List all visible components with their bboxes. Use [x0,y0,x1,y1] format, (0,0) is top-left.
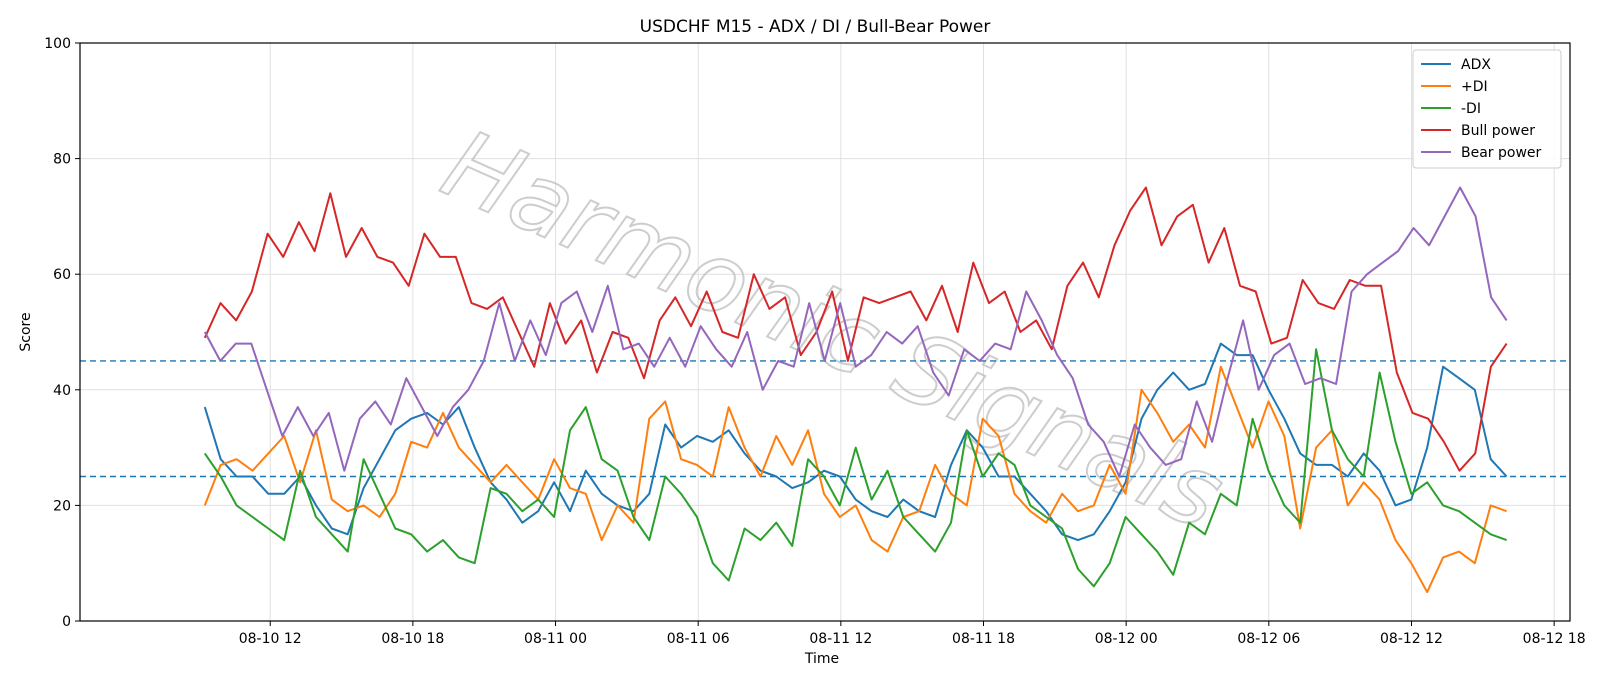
chart-title: USDCHF M15 - ADX / DI / Bull-Bear Power [640,17,991,37]
y-tick-label: 100 [44,36,71,52]
y-tick-label: 60 [53,267,71,283]
x-tick-label: 08-11 06 [667,631,730,647]
series-lines [203,186,1508,594]
x-tick-label: 08-12 12 [1380,631,1443,647]
series-line-bull-power [203,186,1508,472]
legend-label: Bear power [1461,145,1542,161]
legend-label: ADX [1461,57,1491,73]
series-line-di [203,365,1507,594]
series-line-adx [203,342,1508,542]
y-axis-label: Score [18,312,34,351]
y-tick-label: 80 [53,152,71,168]
plot-frame [79,42,1571,622]
x-tick-label: 08-10 12 [239,631,302,647]
y-axis-ticks: 0 20 40 60 80 100 [44,36,80,630]
x-tick-label: 08-12 00 [1095,631,1158,647]
y-tick-label: 0 [62,614,71,630]
x-tick-label: 08-12 06 [1237,631,1300,647]
y-tick-label: 20 [53,498,71,514]
x-tick-label: 08-12 18 [1523,631,1586,647]
x-tick-label: 08-10 18 [381,631,444,647]
x-tick-label: 08-11 18 [952,631,1015,647]
legend-label: +DI [1461,79,1488,95]
x-tick-label: 08-11 00 [524,631,587,647]
x-axis-ticks: 08-10 12 08-10 18 08-11 00 08-11 06 08-11 12… [239,621,1586,647]
x-axis-label: Time [804,651,839,667]
legend: ADX +DI -DI Bull power Bear power [1412,49,1562,169]
legend-box [1412,49,1562,169]
series-line-di [203,348,1507,588]
legend-label: Bull power [1461,123,1535,139]
series-line-bear-power [203,186,1508,478]
legend-label: -DI [1461,101,1481,117]
x-tick-label: 08-11 12 [809,631,872,647]
y-tick-label: 40 [53,383,71,399]
